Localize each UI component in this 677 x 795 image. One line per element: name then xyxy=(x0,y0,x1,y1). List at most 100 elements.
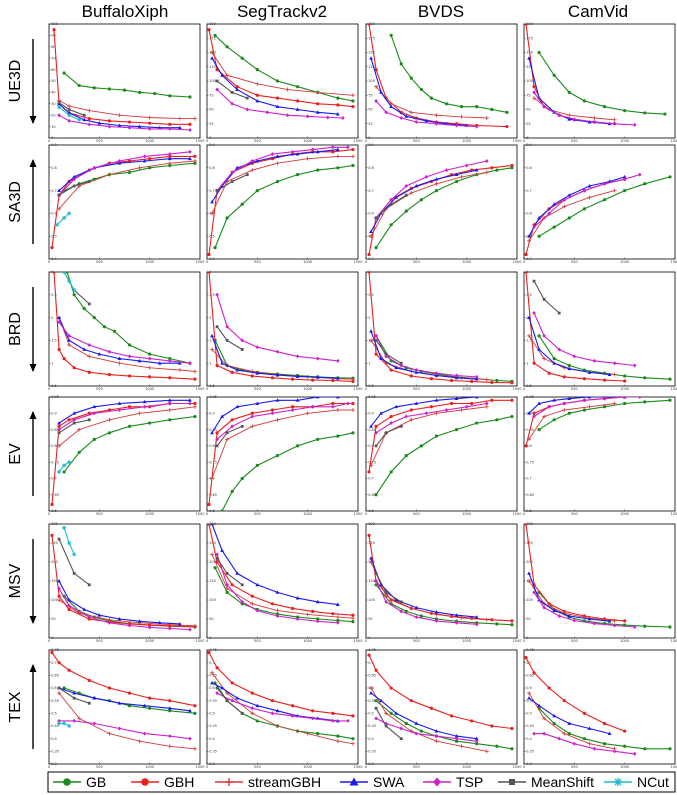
data-point-meanshift xyxy=(215,444,219,448)
y-tick-label: 0 xyxy=(526,636,528,640)
plot-frame xyxy=(523,649,676,765)
series-line-swa xyxy=(211,57,338,115)
y-tick-label: 0.6 xyxy=(526,686,532,690)
plot-frame xyxy=(206,396,359,512)
data-point-tsp xyxy=(270,411,275,416)
data-point-gbh xyxy=(449,714,454,718)
data-point-tsp xyxy=(592,746,597,751)
data-point-gbh xyxy=(449,401,454,406)
data-point-streamgbh xyxy=(67,342,72,347)
y-tick-label: 100 xyxy=(526,598,533,602)
x-tick-label: 1000 xyxy=(303,639,312,643)
data-point-gbh xyxy=(602,721,607,726)
data-point-streamgbh xyxy=(350,741,355,746)
x-tick-label: 1000 xyxy=(145,260,154,264)
y-tick-label: 0.6 xyxy=(526,212,532,216)
data-point-gb xyxy=(567,411,571,415)
x-tick-label: 0 xyxy=(48,260,50,264)
data-point-streamgbh xyxy=(592,116,597,121)
data-point-gb xyxy=(510,414,514,419)
data-point-meanshift xyxy=(215,189,219,192)
data-point-gbh xyxy=(62,357,66,361)
data-point-gbh xyxy=(602,378,607,382)
data-point-gbh xyxy=(429,405,434,409)
data-point-swa xyxy=(587,726,592,730)
data-point-gbh xyxy=(215,666,219,670)
data-point-gb xyxy=(77,83,81,88)
y-tick-label: 0 xyxy=(368,136,370,140)
series-line-streamgbh xyxy=(211,52,354,96)
data-point-swa xyxy=(117,356,122,361)
series-group xyxy=(367,158,514,257)
data-point-tsp xyxy=(562,401,567,406)
plot-frame xyxy=(48,271,201,387)
data-point-streamgbh xyxy=(527,333,532,338)
data-point-gbh xyxy=(331,401,335,406)
y-tick-label: 0.4 xyxy=(526,737,532,741)
data-point-gbh xyxy=(367,653,371,657)
data-point-gbh xyxy=(547,602,551,606)
data-point-streamgbh xyxy=(567,113,572,118)
data-point-tsp xyxy=(637,397,642,399)
data-point-swa xyxy=(142,399,147,404)
y-tick-label: 50 xyxy=(209,108,213,112)
x-tick-label: 1500 xyxy=(196,139,205,143)
data-point-swa xyxy=(275,373,280,377)
data-point-gb xyxy=(389,470,393,474)
data-point-tsp xyxy=(117,726,122,731)
data-point-gbh xyxy=(50,246,54,250)
data-point-gbh xyxy=(193,154,197,158)
y-tick-label: 0.45 xyxy=(526,724,534,728)
data-point-gbh xyxy=(311,609,315,614)
data-point-swa xyxy=(379,698,383,703)
data-point-gbh xyxy=(207,524,211,526)
data-point-gbh xyxy=(207,502,211,507)
data-point-tsp xyxy=(474,622,479,627)
data-point-meanshift xyxy=(215,325,219,329)
data-point-swa xyxy=(210,333,214,338)
data-point-tsp xyxy=(464,163,469,168)
y-tick-label: 0.4 xyxy=(368,257,374,261)
series-group xyxy=(524,24,667,127)
data-point-gbh xyxy=(148,121,152,125)
x-tick-label: 500 xyxy=(254,639,261,643)
data-point-swa xyxy=(67,338,72,342)
data-point-gbh xyxy=(524,656,528,660)
data-point-streamgbh xyxy=(459,615,464,620)
y-tick-label: 0.7 xyxy=(368,477,374,481)
data-point-gbh xyxy=(57,594,61,598)
data-point-streamgbh xyxy=(612,188,617,193)
data-point-swa xyxy=(587,184,592,188)
x-tick-label: 0 xyxy=(365,765,367,769)
data-point-streamgbh xyxy=(484,617,489,622)
data-point-tsp xyxy=(532,731,536,736)
data-point-gb xyxy=(296,173,300,177)
data-point-tsp xyxy=(290,713,295,718)
data-point-swa xyxy=(567,613,572,618)
series-line-gb xyxy=(538,335,671,380)
series-line-swa xyxy=(528,317,610,376)
data-point-swa xyxy=(414,605,419,609)
data-point-gbh xyxy=(168,699,172,703)
x-tick-label: 1000 xyxy=(462,639,471,643)
x-tick-label: 1000 xyxy=(620,139,629,143)
data-point-swa xyxy=(379,90,383,94)
data-point-tsp xyxy=(188,401,192,406)
data-point-tsp xyxy=(612,749,617,754)
data-point-streamgbh xyxy=(315,90,320,95)
data-point-swa xyxy=(117,123,122,127)
data-point-gbh xyxy=(50,502,54,507)
y-tick-label: 200 xyxy=(209,22,216,26)
data-point-tsp xyxy=(215,87,219,92)
data-point-tsp xyxy=(434,121,439,126)
series-line-streamgbh xyxy=(370,561,487,621)
data-point-swa xyxy=(567,193,572,197)
data-point-tsp xyxy=(92,165,97,170)
data-point-gb xyxy=(351,163,355,168)
data-point-gbh xyxy=(255,93,259,97)
data-point-gbh xyxy=(470,719,474,723)
series-group xyxy=(50,650,197,751)
data-point-gbh xyxy=(316,102,320,106)
data-point-streamgbh xyxy=(192,369,197,374)
data-point-gbh xyxy=(148,375,152,379)
